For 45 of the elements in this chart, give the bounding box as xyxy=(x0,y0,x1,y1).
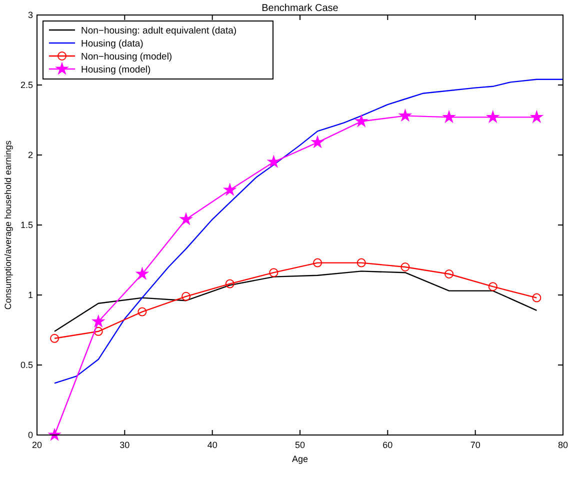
point xyxy=(136,268,148,280)
point xyxy=(313,258,322,268)
y-tick-label: 1.5 xyxy=(20,220,33,230)
point xyxy=(92,315,104,327)
point xyxy=(356,258,366,268)
point xyxy=(224,184,236,196)
point xyxy=(182,292,191,301)
x-tick-label: 80 xyxy=(558,440,568,450)
y-tick-label: 0.5 xyxy=(20,360,33,370)
x-tick-label: 40 xyxy=(207,440,218,450)
point xyxy=(442,110,456,122)
point xyxy=(269,268,278,278)
y-tick-label: 1 xyxy=(28,290,33,300)
x-tick-label: 20 xyxy=(32,440,42,450)
y-axis-title: Consumption/average household earnings xyxy=(3,140,13,310)
point xyxy=(444,270,454,278)
point xyxy=(180,213,192,225)
y-tick-label: 2.5 xyxy=(20,80,33,90)
point xyxy=(311,136,324,148)
y-tick-label: 2 xyxy=(28,150,33,160)
line-series xyxy=(54,78,564,384)
x-tick-label: 50 xyxy=(294,440,306,450)
point xyxy=(94,326,103,336)
point xyxy=(532,293,542,302)
point xyxy=(138,307,147,316)
point xyxy=(400,262,410,272)
legend-label: Housing (model) xyxy=(81,64,151,76)
chart-title: Benchmark Case xyxy=(262,3,339,14)
point xyxy=(50,334,60,343)
legend-label: Non−housing: adult equivalent (data) xyxy=(81,26,237,36)
legend-label: Non−housing (model) xyxy=(81,52,172,62)
point xyxy=(486,110,499,122)
x-tick-label: 70 xyxy=(470,440,480,450)
point xyxy=(488,282,498,292)
x-tick-label: 30 xyxy=(120,440,130,450)
point xyxy=(399,109,412,122)
point xyxy=(355,115,368,127)
x-tick-label: 60 xyxy=(382,440,393,450)
x-axis-title: Age xyxy=(292,454,308,464)
y-tick-label: 3 xyxy=(28,10,33,20)
legend-label: Housing (data) xyxy=(81,38,144,50)
point xyxy=(225,279,234,288)
y-tick-label: 0 xyxy=(28,430,33,440)
point xyxy=(530,110,543,122)
point xyxy=(268,156,280,168)
